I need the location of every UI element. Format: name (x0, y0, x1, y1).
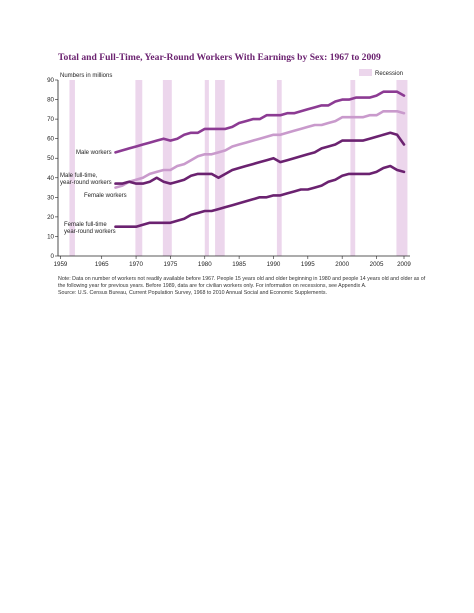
series-label-male-workers: Male workers (76, 150, 112, 156)
series-line (114, 110, 406, 189)
recession-band (215, 80, 225, 256)
series-lines (114, 90, 406, 228)
y-tick-label: 70 (47, 116, 54, 123)
recession-band (396, 80, 408, 256)
recession-band (162, 80, 172, 256)
source-text: Source: U.S. Census Bureau, Current Popu… (58, 290, 328, 296)
y-tick-label: 80 (47, 97, 54, 104)
recession-band (204, 80, 209, 256)
x-tick-label: 2009 (397, 261, 411, 268)
y-axis-label: Numbers in millions (60, 73, 112, 79)
series-line (114, 164, 406, 228)
x-tick-label: 1995 (301, 261, 315, 268)
x-tick-label: 1990 (267, 261, 281, 268)
series-label-female-fulltime: Female full-time (64, 222, 107, 228)
recession-band (350, 80, 356, 256)
x-tick-label: 1959 (54, 261, 68, 268)
legend-swatch-recession (359, 69, 372, 76)
recession-band (69, 80, 75, 256)
chart-axes: 0 10 20 30 40 50 60 70 80 90 1959 1965 1970 1975 1980 1… (47, 69, 411, 268)
recession-band (135, 80, 143, 256)
recession-band (276, 80, 282, 256)
x-tick-label: 1975 (164, 261, 178, 268)
series-label-male-fulltime: Male full-time, (60, 173, 98, 179)
y-tick-label: 10 (47, 233, 54, 240)
y-tick-label: 40 (47, 175, 54, 182)
series-label-male-fulltime: year-round workers (60, 180, 112, 186)
y-tick-label: 60 (47, 136, 54, 143)
series-label-female-workers: Female workers (84, 193, 127, 199)
note-text: Note: Data on number of workers not read… (58, 276, 426, 289)
chart-title: Total and Full-Time, Year-Round Workers … (58, 52, 381, 63)
y-tick-label: 90 (47, 77, 54, 84)
legend-label-recession: Recession (375, 71, 403, 77)
chart-notes: Note: Data on number of workers not read… (58, 276, 426, 297)
x-tick-label: 2005 (370, 261, 384, 268)
x-tick-label: 1970 (129, 261, 143, 268)
x-tick-label: 2000 (335, 261, 349, 268)
recession-bands (69, 80, 408, 256)
x-tick-label: 1985 (232, 261, 246, 268)
y-tick-label: 20 (47, 214, 54, 221)
series-line (114, 131, 406, 185)
series-label-female-fulltime: year-round workers (64, 229, 116, 235)
y-tick-label: 30 (47, 194, 54, 201)
y-tick-label: 0 (51, 253, 55, 260)
x-tick-label: 1980 (198, 261, 212, 268)
x-tick-label: 1965 (95, 261, 109, 268)
line-chart: 0 10 20 30 40 50 60 70 80 90 1959 1965 1970 1975 1980 1… (47, 69, 411, 268)
y-tick-label: 50 (47, 155, 54, 162)
series-line (114, 90, 406, 154)
